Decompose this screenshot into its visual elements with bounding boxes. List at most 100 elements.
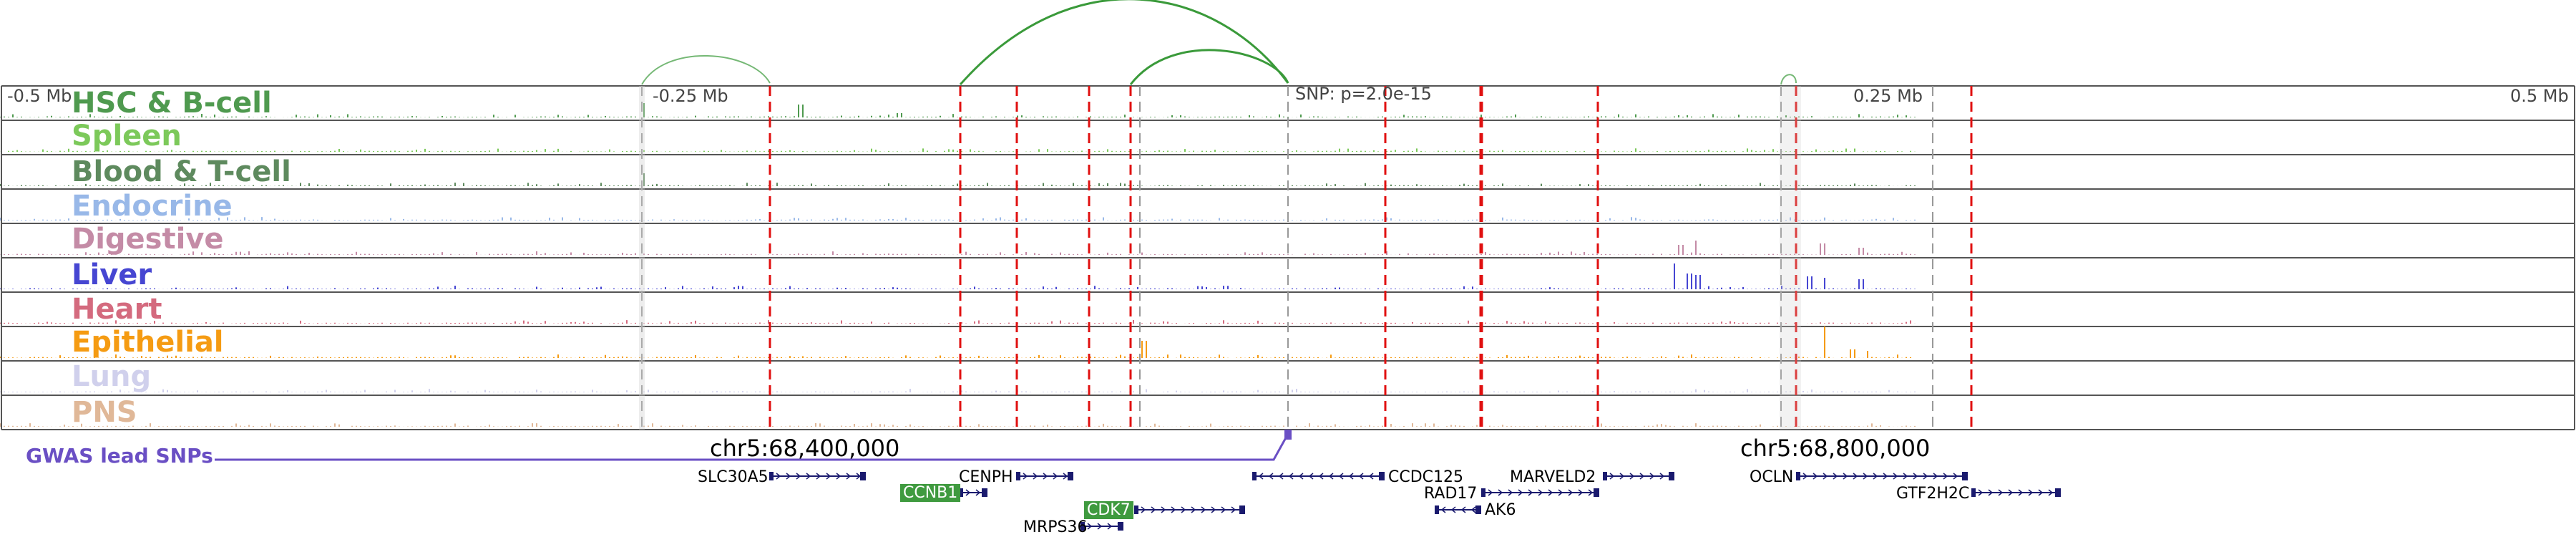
- strand-arrow: [2048, 489, 2054, 496]
- gene-exon: [1962, 472, 1968, 480]
- strand-arrow: [1308, 473, 1314, 480]
- strand-arrow: [2038, 489, 2044, 496]
- strand-arrow: [1619, 473, 1625, 480]
- strand-arrow: [1649, 473, 1655, 480]
- gene-label-ocln[interactable]: OCLN: [1750, 468, 1794, 486]
- strand-arrow: [776, 473, 781, 480]
- strand-arrow: [2028, 489, 2034, 496]
- coordinate-label-left: chr5:68,400,000: [710, 435, 900, 462]
- gene-exon: [1134, 505, 1138, 514]
- track-signal: [0, 148, 1916, 152]
- gene-exon: [769, 472, 774, 480]
- highlight-column: [1780, 86, 1801, 430]
- strand-arrow: [1913, 473, 1918, 480]
- strand-arrow: [846, 473, 852, 480]
- strand-arrow: [1151, 506, 1156, 513]
- strand-arrow: [1298, 473, 1304, 480]
- strand-arrow: [1659, 473, 1665, 480]
- highlight-column: [639, 86, 645, 430]
- strand-arrow: [1063, 473, 1068, 480]
- strand-arrow: [786, 473, 791, 480]
- strand-arrow: [1358, 473, 1364, 480]
- track-label-heart: Heart: [72, 293, 162, 326]
- gene-exon: [860, 472, 866, 480]
- coordinate-label-right: chr5:68,800,000: [1740, 435, 1931, 462]
- strand-arrow: [965, 489, 971, 496]
- strand-arrow: [1141, 506, 1146, 513]
- gene-exon: [1379, 472, 1385, 480]
- strand-arrow: [1450, 506, 1456, 513]
- strand-arrow: [975, 489, 981, 496]
- strand-arrow: [1338, 473, 1344, 480]
- strand-arrow: [1568, 489, 1574, 496]
- gene-label-ak6[interactable]: AK6: [1485, 501, 1516, 519]
- strand-arrow: [1053, 473, 1058, 480]
- strand-arrow: [1161, 506, 1166, 513]
- gene-exon: [1080, 522, 1085, 531]
- strand-arrow: [1988, 489, 1994, 496]
- track-signal: [0, 320, 1916, 324]
- strand-arrow: [1639, 473, 1645, 480]
- gene-label-cdk7[interactable]: CDK7: [1084, 501, 1133, 519]
- strand-arrow: [1087, 523, 1093, 530]
- strand-arrow: [1278, 473, 1284, 480]
- strand-arrow: [1588, 489, 1594, 496]
- strand-arrow: [1923, 473, 1928, 480]
- gene-label-ccnb1[interactable]: CCNB1: [900, 484, 961, 502]
- gene-label-slc30a5[interactable]: SLC30A5: [698, 468, 769, 486]
- track-label-blood-t-cell: Blood & T-cell: [72, 155, 291, 188]
- ruler-label-left: -0.5 Mb: [7, 86, 72, 106]
- gene-label-mrps36[interactable]: MRPS36: [1023, 518, 1088, 536]
- gene-exon: [1239, 505, 1245, 514]
- gwas-link-line: [215, 433, 1289, 461]
- gene-exon: [959, 488, 963, 497]
- gwas-lead-snps-label: GWAS lead SNPs: [26, 444, 213, 468]
- strand-arrow: [1518, 489, 1523, 496]
- track-label-hsc-b-cell: HSC & B-cell: [72, 87, 272, 120]
- gene-exon: [1435, 505, 1439, 514]
- strand-arrow: [1508, 489, 1513, 496]
- track-label-lung: Lung: [72, 360, 152, 393]
- strand-arrow: [1853, 473, 1858, 480]
- strand-arrow: [1107, 523, 1113, 530]
- gene-label-rad17[interactable]: RAD17: [1424, 485, 1478, 503]
- track-signal: [0, 389, 1916, 392]
- strand-arrow: [1171, 506, 1176, 513]
- strand-arrow: [1978, 489, 1984, 496]
- ruler-label-right: 0.5 Mb: [2510, 86, 2569, 106]
- strand-arrow: [1883, 473, 1888, 480]
- track-label-endocrine: Endocrine: [72, 190, 233, 223]
- strand-arrow: [1368, 473, 1374, 480]
- strand-arrow: [1460, 506, 1466, 513]
- strand-arrow: [1268, 473, 1274, 480]
- gene-label-ccdc125[interactable]: CCDC125: [1388, 468, 1464, 486]
- strand-arrow: [1201, 506, 1206, 513]
- strand-arrow: [1802, 473, 1808, 480]
- strand-arrow: [1943, 473, 1948, 480]
- ruler-label-right-mid: 0.25 Mb: [1853, 86, 1923, 106]
- gene-label-marveld2[interactable]: MARVELD2: [1510, 468, 1596, 486]
- track-signal: [0, 263, 1916, 289]
- strand-arrow: [1221, 506, 1226, 513]
- gene-exon: [1068, 472, 1073, 480]
- loop-arc: [1129, 49, 1289, 85]
- gene-exon: [1481, 488, 1485, 497]
- track-label-digestive: Digestive: [72, 223, 224, 256]
- gene-exon: [1603, 472, 1607, 480]
- gene-exon: [1016, 472, 1020, 480]
- track-signal: [0, 103, 1916, 117]
- strand-arrow: [1893, 473, 1898, 480]
- gene-label-cenph[interactable]: CENPH: [959, 468, 1013, 486]
- gene-label-gtf2h2c[interactable]: GTF2H2C: [1896, 485, 1970, 503]
- strand-arrow: [1933, 473, 1938, 480]
- strand-arrow: [1191, 506, 1196, 513]
- strand-arrow: [2018, 489, 2024, 496]
- strand-arrow: [1488, 489, 1493, 496]
- strand-arrow: [1440, 506, 1446, 513]
- snp-pvalue-label: SNP: p=2.0e-15: [1295, 84, 1432, 104]
- strand-arrow: [836, 473, 841, 480]
- strand-arrow: [1953, 473, 1958, 480]
- track-signal: [0, 423, 1916, 427]
